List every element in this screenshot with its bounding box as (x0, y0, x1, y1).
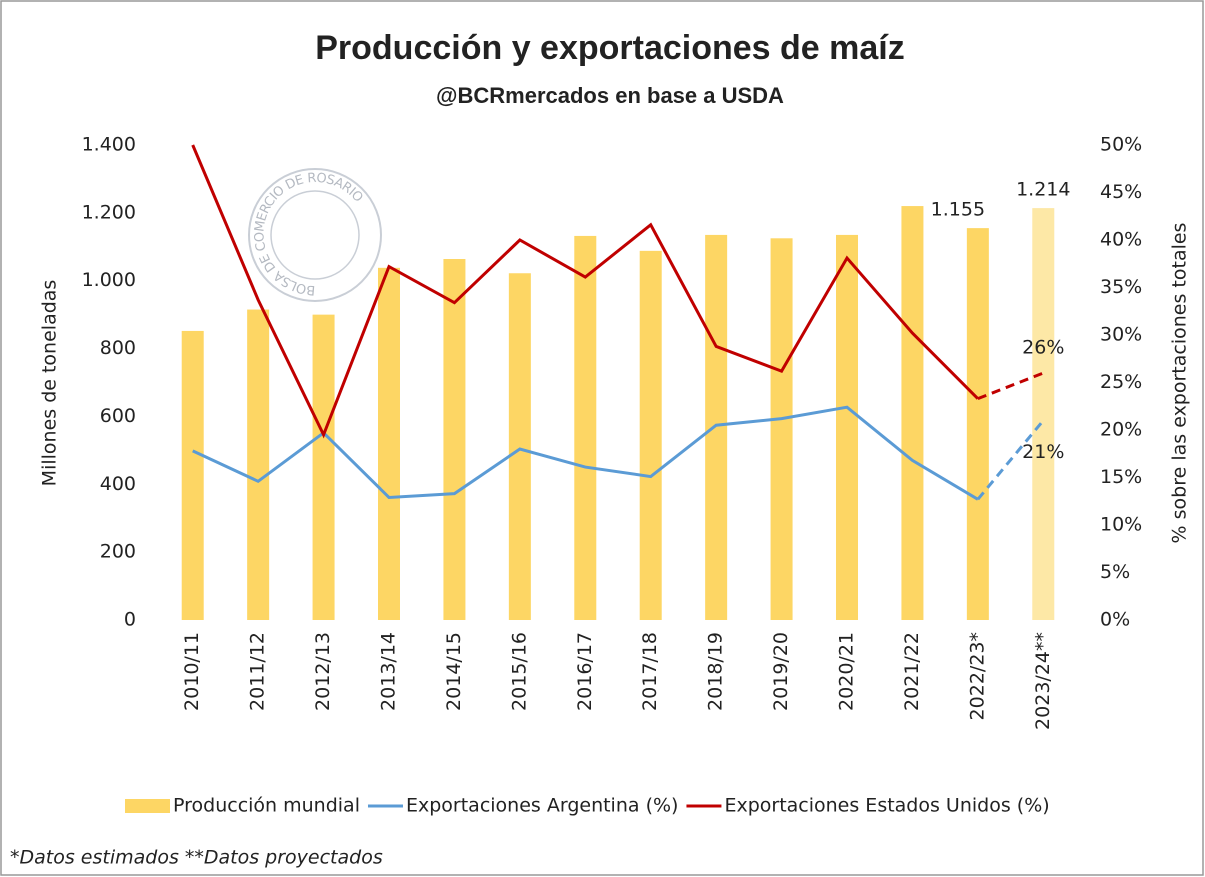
x-tick-label: 2014/15 (443, 632, 465, 711)
y2-tick-label: 35% (1100, 276, 1142, 298)
bar (836, 234, 858, 621)
data-label: 26% (1022, 337, 1064, 359)
bar (639, 250, 662, 620)
x-tick-label: 2011/12 (247, 632, 269, 711)
x-tick-label: 2016/17 (574, 632, 596, 711)
legend-label: Exportaciones Estados Unidos (%) (724, 795, 1049, 817)
y-tick-label: 1.400 (82, 134, 136, 156)
bar (574, 235, 597, 620)
x-tick-label: 2015/16 (508, 632, 530, 711)
bar (901, 206, 924, 621)
y2-tick-label: 20% (1100, 419, 1142, 441)
y-tick-label: 1.000 (82, 269, 136, 291)
bar (378, 267, 400, 620)
y2-tick-label: 30% (1100, 324, 1142, 346)
y2-tick-label: 45% (1100, 181, 1142, 203)
watermark-ring (270, 190, 360, 280)
y-tick-label: 800 (100, 337, 136, 359)
bar (443, 259, 466, 620)
x-tick-label: 2010/11 (181, 632, 203, 711)
y-tick-label: 200 (100, 541, 136, 563)
bar (705, 234, 728, 621)
x-tick-label: 2019/20 (770, 632, 792, 711)
chart-title: Producción y exportaciones de maíz (315, 29, 905, 67)
x-tick-label: 2018/19 (705, 632, 727, 711)
line (977, 371, 1044, 401)
data-label: 21% (1022, 441, 1064, 463)
bar (181, 330, 204, 620)
legend-label: Producción mundial (173, 795, 360, 817)
bar (966, 228, 989, 620)
footnote: *Datos estimados **Datos proyectados (10, 847, 383, 869)
y-tick-label: 1.200 (82, 201, 136, 223)
bar (770, 238, 793, 620)
legend-label: Exportaciones Argentina (%) (406, 795, 678, 817)
bar (1032, 208, 1055, 620)
y-tick-label: 600 (100, 405, 136, 427)
x-tick-label: 2013/14 (378, 632, 400, 711)
y2-tick-label: 15% (1100, 466, 1142, 488)
y2-tick-label: 40% (1100, 229, 1142, 251)
y-tick-label: 400 (100, 473, 136, 495)
x-tick-label: 2020/21 (836, 632, 858, 711)
bar (247, 309, 270, 620)
data-label: 1.214 (1016, 179, 1070, 201)
y2-axis-title: % sobre las exportaciones totales (1169, 223, 1191, 544)
bar (508, 273, 531, 620)
x-tick-label: 2021/22 (901, 632, 923, 711)
y2-tick-label: 0% (1100, 609, 1130, 631)
y2-tick-label: 10% (1100, 514, 1142, 536)
y2-tick-label: 5% (1100, 561, 1130, 583)
line (191, 144, 979, 439)
y2-tick-label: 50% (1100, 134, 1142, 156)
x-tick-label: 2023/24** (1032, 632, 1054, 730)
y-tick-label: 0 (124, 609, 136, 631)
legend-swatch (125, 799, 170, 813)
y-axis-title: Millones de toneladas (39, 280, 61, 487)
chart-subtitle: @BCRmercados en base a USDA (436, 83, 784, 108)
watermark-ring (248, 168, 382, 302)
x-tick-label: 2017/18 (639, 632, 661, 711)
bar (312, 314, 335, 620)
x-tick-label: 2012/13 (312, 632, 334, 711)
line (976, 419, 1045, 501)
data-label: 1.155 (931, 199, 985, 221)
y2-tick-label: 25% (1100, 371, 1142, 393)
x-tick-label: 2022/23* (966, 632, 988, 720)
